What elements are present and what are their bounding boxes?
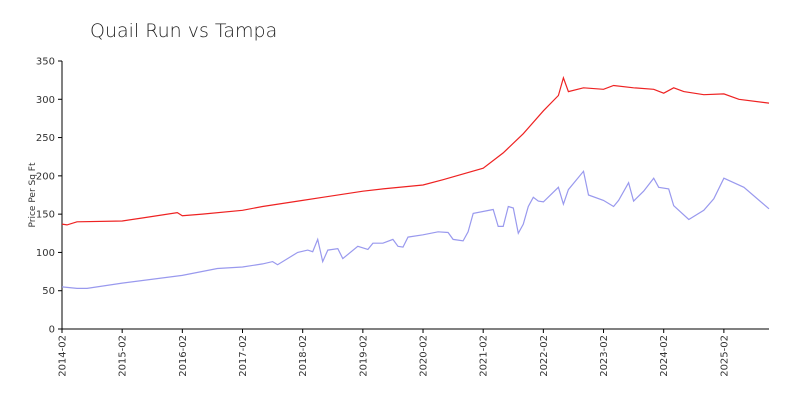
- series-line: [61, 75, 770, 226]
- x-tick-label: 2016-02: [178, 335, 189, 377]
- y-tick-label: 150: [36, 210, 55, 221]
- y-tick-label: 250: [36, 133, 55, 144]
- x-tick-label: 2017-02: [238, 335, 249, 377]
- x-tick-label: 2014-02: [58, 335, 69, 377]
- x-tick-label: 2019-02: [358, 335, 369, 377]
- y-tick-label: 300: [36, 95, 55, 106]
- x-tick-label: 2015-02: [118, 335, 129, 377]
- x-tick-label: 2023-02: [599, 335, 610, 377]
- y-axis-label: Price Per Sq Ft: [28, 162, 38, 227]
- x-tick-label: 2021-02: [479, 335, 490, 377]
- y-tick-label: 100: [36, 248, 55, 259]
- y-tick-label: 200: [36, 171, 55, 182]
- x-tick-label: 2020-02: [419, 335, 430, 377]
- x-tick-label: 2025-02: [719, 335, 730, 377]
- y-tick-label: 350: [36, 57, 55, 68]
- chart-title: Quail Run vs Tampa: [90, 20, 277, 42]
- x-tick-label: 2018-02: [298, 335, 309, 377]
- y-tick-label: 50: [42, 286, 55, 297]
- y-tick-label: 0: [49, 325, 55, 336]
- x-tick-label: 2024-02: [659, 335, 670, 377]
- series-line: [61, 169, 770, 289]
- x-tick-label: 2022-02: [539, 335, 550, 377]
